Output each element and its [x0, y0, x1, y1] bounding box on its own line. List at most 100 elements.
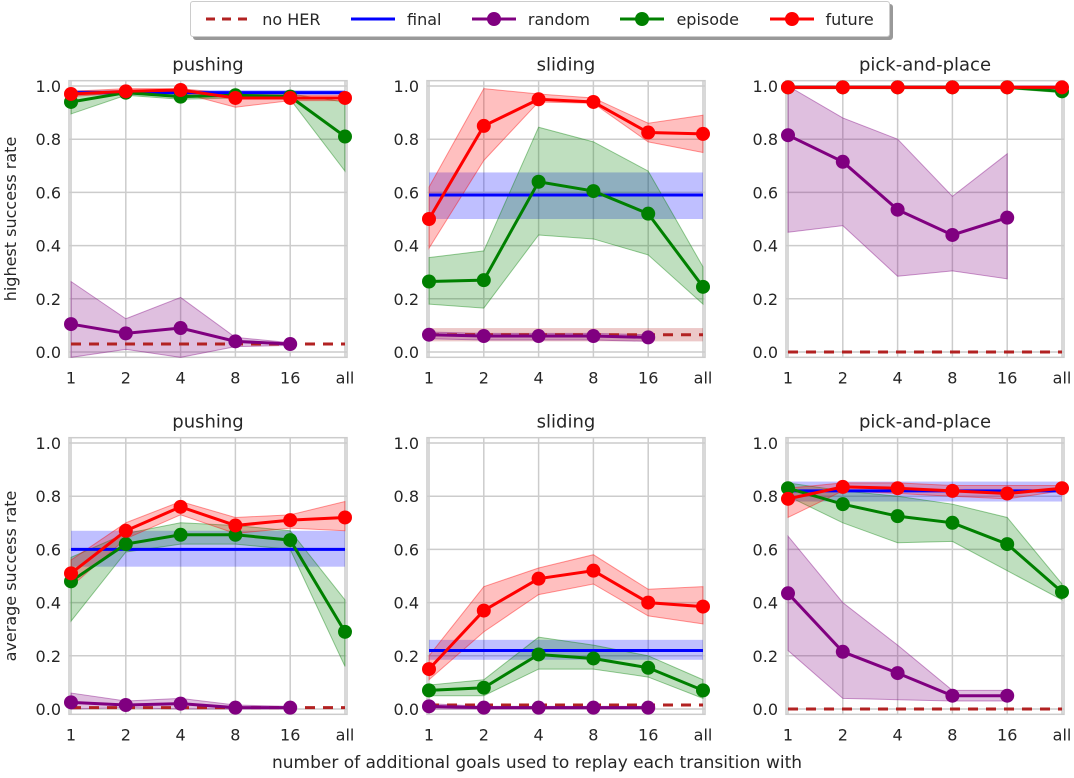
y-tick-label: 0.6 [753, 183, 778, 202]
future-line [787, 485, 1063, 501]
future-point [283, 90, 298, 105]
y-tick-label: 0.6 [753, 540, 778, 559]
random-point [890, 202, 905, 217]
x-tick-label: 2 [479, 368, 489, 387]
future-point [641, 595, 656, 610]
future-line [427, 97, 704, 220]
y-tick-label: 0.2 [753, 647, 778, 666]
legend-item-random: random [471, 9, 590, 29]
random-point [64, 317, 78, 332]
x-tick-label: all [1053, 725, 1072, 744]
subplot-pick-and-place-highest: 0.0 0.2 0.4 0.6 0.8 1.0 1 2 4 8 16 all pick-and-plac… [753, 55, 1072, 388]
legend-label: random [527, 9, 590, 29]
x-tick-label: 4 [893, 725, 903, 744]
episode-point [890, 509, 905, 524]
random-point [890, 666, 905, 681]
episode-line [428, 180, 705, 288]
y-tick-label: 0.4 [36, 594, 61, 613]
x-tick-label: 1 [783, 725, 793, 744]
subplot-title: sliding [537, 55, 596, 76]
x-tick-label: 1 [66, 725, 76, 744]
episode-band [428, 636, 704, 700]
y-tick-label: 1.0 [753, 77, 778, 96]
episode-point [641, 660, 656, 675]
y-tick-label: 0.4 [394, 594, 419, 613]
x-tick-label: 16 [638, 368, 658, 387]
x-tick-label: 16 [638, 725, 658, 744]
random-point [118, 698, 133, 713]
random-point [586, 329, 601, 344]
subplot-title: sliding [537, 412, 596, 433]
x-tick-label: 16 [997, 368, 1017, 387]
x-tick-label: all [336, 368, 355, 387]
legend-swatch-marker-line [769, 12, 814, 26]
random-point [835, 154, 850, 169]
random-point [835, 644, 850, 659]
x-axis-label: number of additional goals used to repla… [272, 753, 802, 773]
subplot-title: pushing [172, 55, 243, 76]
y-tick-label: 0.0 [36, 343, 61, 362]
random-point [1000, 688, 1015, 703]
future-point [422, 212, 436, 226]
future-point [781, 80, 795, 95]
random-point [283, 700, 298, 715]
y-axis-label: highest success rate [1, 137, 20, 302]
subplot-title: pick-and-place [859, 412, 991, 433]
x-tick-label: 8 [947, 725, 957, 744]
future-point [945, 80, 960, 95]
x-tick-label: 2 [121, 725, 131, 744]
x-tick-label: 8 [230, 368, 240, 387]
legend-swatch-marker-line [471, 12, 516, 26]
episode-point [1000, 537, 1015, 552]
y-tick-label: 0.0 [753, 700, 778, 719]
y-tick-label: 0.0 [36, 700, 61, 719]
y-tick-label: 0.6 [36, 183, 61, 202]
legend: no HER final random episode future [190, 1, 890, 37]
y-tick-label: 0.2 [753, 290, 778, 309]
episode-line [787, 486, 1063, 594]
episode-point [641, 206, 656, 221]
y-tick-label: 1.0 [36, 434, 61, 453]
future-point [64, 566, 78, 581]
episode-point [173, 527, 188, 542]
future-point [696, 599, 710, 614]
random-point [531, 329, 546, 344]
episode-point [1055, 584, 1069, 599]
random-point [531, 700, 546, 715]
episode-point [586, 184, 601, 199]
future-point [641, 125, 656, 140]
y-tick-label: 1.0 [753, 434, 778, 453]
future-point [1000, 486, 1015, 501]
future-line [427, 569, 704, 671]
y-tick-label: 0.2 [394, 647, 419, 666]
future-line [70, 88, 345, 100]
future-point [422, 662, 436, 677]
episode-point [531, 647, 546, 662]
future-point [118, 84, 133, 99]
legend-item-no-her: no HER [206, 10, 321, 29]
y-tick-label: 0.4 [36, 237, 61, 256]
future-point [1055, 481, 1069, 496]
future-point [781, 491, 795, 506]
subplot-pushing-average: 0.0 0.2 0.4 0.6 0.8 1.0 1 2 4 8 16 all pushing averag… [1, 412, 354, 745]
x-tick-label: 8 [588, 725, 598, 744]
random-point [476, 329, 491, 344]
subplot-sliding-highest: 0.0 0.2 0.4 0.6 0.8 1.0 1 2 4 8 16 all sliding [394, 55, 713, 388]
legend-label: future [825, 9, 874, 29]
x-tick-label: all [336, 725, 355, 744]
y-tick-label: 0.2 [36, 647, 61, 666]
subplot-sliding-average: 0.0 0.2 0.4 0.6 0.8 1.0 1 2 4 8 16 all sliding [394, 412, 713, 745]
future-band [428, 554, 704, 681]
episode-point [476, 273, 491, 288]
random-point [422, 699, 436, 714]
y-tick-label: 1.0 [394, 434, 419, 453]
random-point [641, 700, 656, 715]
episode-point [422, 683, 436, 698]
x-tick-label: 16 [280, 368, 300, 387]
random-point [173, 321, 188, 336]
legend-item-future: future [769, 9, 874, 29]
future-point [835, 80, 850, 95]
legend-label: episode [676, 9, 740, 29]
x-tick-label: 2 [479, 725, 489, 744]
